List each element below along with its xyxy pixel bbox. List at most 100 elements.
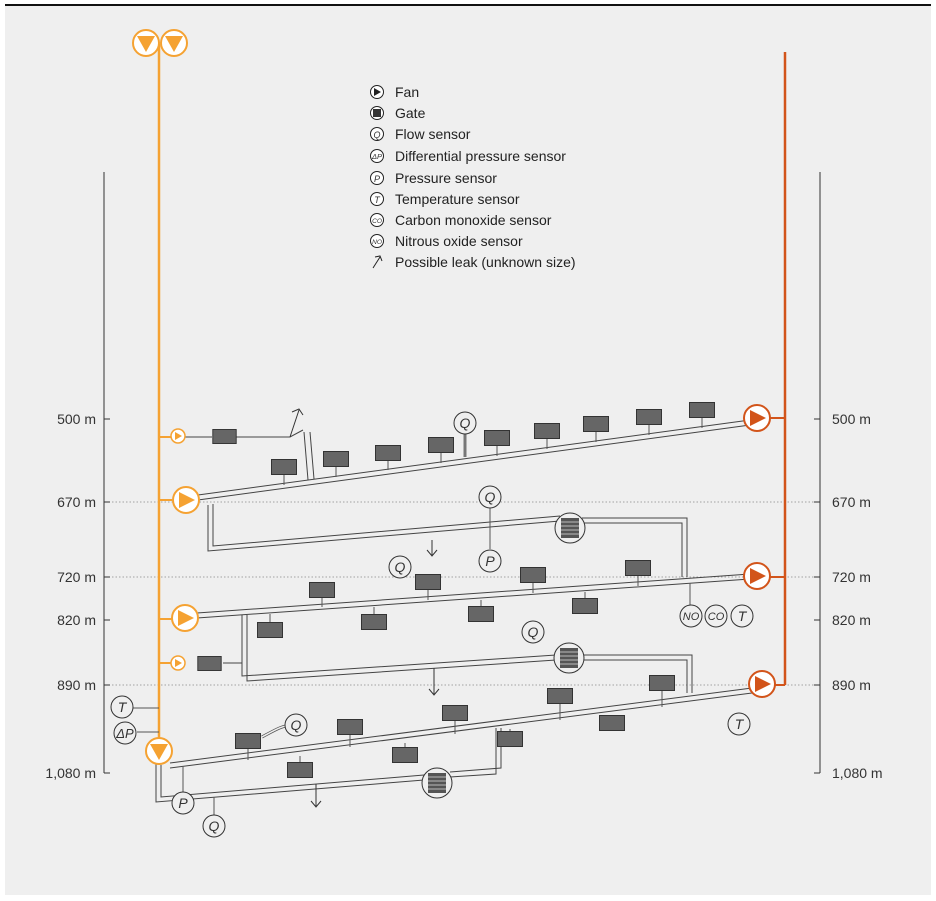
machine	[212, 429, 237, 444]
machine	[235, 733, 261, 749]
legend-symbol: NO	[372, 239, 382, 246]
flow-sensor-label: Q	[485, 489, 496, 505]
fan-icon	[132, 29, 160, 57]
flow-sensor-label: Q	[395, 559, 406, 575]
machine	[649, 675, 675, 691]
nitrous-oxide-sensor-icon: NO	[679, 604, 703, 628]
legend-symbol: Q	[373, 130, 380, 140]
gate-icon	[370, 106, 384, 120]
legend-item-temperature-sensor: T Temperature sensor	[370, 191, 520, 207]
legend-item-gate: Gate	[370, 105, 426, 121]
gate-icon	[553, 642, 585, 674]
machine	[361, 614, 387, 630]
leak-marker	[289, 408, 304, 438]
depth-label-1080-right: 1,080 m	[832, 765, 883, 781]
flow-sensor-label: Q	[209, 818, 220, 834]
depth-label-500-left: 500 m	[57, 411, 96, 427]
legend-item-possible-leak: Possible leak (unknown size)	[372, 254, 576, 270]
machines	[197, 402, 715, 778]
machine	[689, 402, 715, 418]
fan-icon	[172, 486, 200, 514]
legend-label: Flow sensor	[395, 126, 471, 142]
legend-label: Pressure sensor	[395, 170, 497, 186]
depth-label-820-left: 820 m	[57, 612, 96, 628]
fan-icon	[145, 737, 173, 765]
machine	[599, 715, 625, 731]
legend-label: Fan	[395, 84, 419, 100]
fan-icon	[170, 428, 186, 444]
temperature-sensor-icon: T	[730, 604, 754, 628]
flow-sensor-icon: Q	[478, 485, 502, 509]
machine	[636, 409, 662, 425]
legend-label: Nitrous oxide sensor	[395, 233, 523, 249]
depth-label-670-left: 670 m	[57, 494, 96, 510]
depth-label-500-right: 500 m	[832, 411, 871, 427]
temperature-sensor-icon: T	[370, 192, 384, 206]
nitrous-oxide-sensor-label: NO	[683, 611, 700, 623]
carbon-monoxide-sensor-label: CO	[708, 611, 725, 623]
flow-sensor-icon: Q	[284, 713, 308, 737]
temperature-sensor-icon: T	[110, 695, 134, 719]
legend-symbol: ΔP	[371, 152, 382, 161]
gate-icon	[554, 512, 586, 544]
temperature-sensor-label: T	[738, 608, 748, 624]
pressure-sensor-icon: P	[370, 171, 384, 185]
depth-labels-left: 500 m 670 m 720 m 820 m 890 m 1,080 m	[45, 411, 96, 781]
machine	[337, 719, 363, 735]
machine	[197, 656, 222, 671]
machine	[497, 731, 523, 747]
machine	[287, 762, 313, 778]
flow-sensor-icon: Q	[453, 411, 477, 435]
machine	[520, 567, 546, 583]
legend-item-differential-pressure-sensor: ΔP Differential pressure sensor	[370, 148, 566, 164]
machine	[442, 705, 468, 721]
machine	[415, 574, 441, 590]
depth-label-720-right: 720 m	[832, 569, 871, 585]
fan-icon	[370, 85, 384, 99]
sensors: Q Q P Q Q NO CO T T ΔP Q T P Q	[110, 411, 754, 838]
legend-label: Temperature sensor	[395, 191, 520, 207]
tunnels	[155, 419, 753, 803]
machine	[375, 445, 401, 461]
machine	[323, 451, 349, 467]
carbon-monoxide-sensor-icon: CO	[704, 604, 728, 628]
machine	[572, 598, 598, 614]
legend-item-flow-sensor: Q Flow sensor	[370, 126, 471, 142]
machine	[428, 437, 454, 453]
legend-symbol: P	[374, 174, 380, 184]
flow-sensor-icon: Q	[202, 814, 226, 838]
legend: Fan Gate Q Flow sensor ΔP Differential p…	[370, 84, 576, 270]
pressure-sensor-label: P	[485, 553, 495, 569]
depth-label-820-right: 820 m	[832, 612, 871, 628]
pressure-sensor-label: P	[178, 795, 188, 811]
flow-sensor-label: Q	[528, 624, 539, 640]
leak-icon	[372, 255, 383, 269]
temperature-sensor-icon: T	[727, 712, 751, 736]
fan-icon	[748, 670, 776, 698]
carbon-monoxide-sensor-icon: CO	[370, 213, 384, 227]
fan-icon	[743, 404, 771, 432]
exhaust-shaft	[770, 52, 787, 686]
legend-item-pressure-sensor: P Pressure sensor	[370, 170, 497, 186]
machine	[309, 582, 335, 598]
fan-icon	[170, 655, 186, 671]
legend-label: Gate	[395, 105, 426, 121]
machine	[468, 606, 494, 622]
pressure-sensor-icon: P	[478, 549, 502, 573]
legend-item-carbon-monoxide-sensor: CO Carbon monoxide sensor	[370, 212, 552, 228]
legend-symbol: CO	[372, 218, 382, 225]
legend-label: Carbon monoxide sensor	[395, 212, 552, 228]
gate-icon	[421, 767, 453, 799]
pressure-sensor-icon: P	[171, 791, 195, 815]
top-rule	[5, 4, 931, 6]
machine	[583, 416, 609, 432]
fans	[132, 29, 776, 765]
legend-label: Differential pressure sensor	[395, 148, 566, 164]
intake-shaft	[157, 44, 172, 755]
depth-label-670-right: 670 m	[832, 494, 871, 510]
machine	[271, 459, 297, 475]
fan-icon	[743, 562, 771, 590]
depth-label-890-right: 890 m	[832, 677, 871, 693]
